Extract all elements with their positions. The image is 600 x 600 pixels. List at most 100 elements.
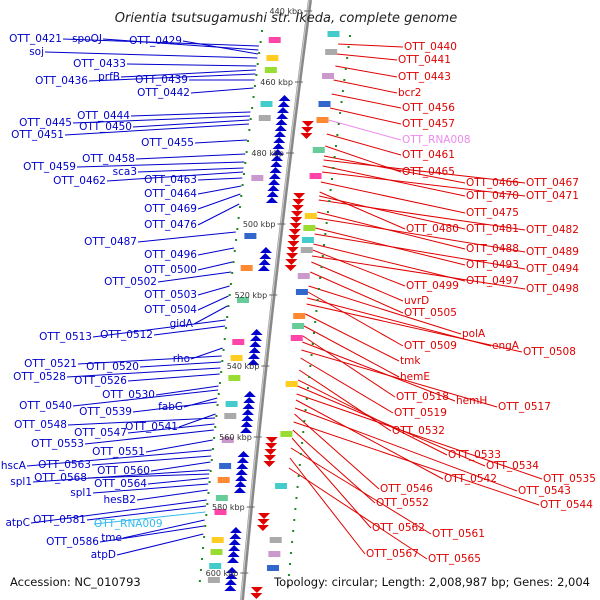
gene-label-right[interactable]: OTT_0543 [518,485,571,497]
gene-label-left[interactable]: OTT_0445 [19,117,72,129]
gene-label-left[interactable]: OTT_0463 [144,174,197,186]
gene-label-right[interactable]: OTT_0465 [402,166,455,178]
gene-label-left[interactable]: OTT_0462 [53,175,106,187]
gene-label-right[interactable]: OTT_0481 [466,223,519,235]
gene-label-right[interactable]: OTT_0562 [372,522,425,534]
gene-label-right[interactable]: OTT_0535 [543,473,596,485]
gene-label-left[interactable]: OTT_0521 [24,358,77,370]
gene-label-left[interactable]: gidA [170,318,194,330]
gene-label-left[interactable]: OTT_0433 [73,58,126,70]
gene-label-left[interactable]: OTT_0512 [100,329,153,341]
gene-label-left[interactable]: OTT_0551 [92,446,145,458]
gene-label-right[interactable]: OTT_0565 [428,553,481,565]
gene-label-left[interactable]: OTT_0581 [33,514,86,526]
gene-label-left[interactable]: OTT_0476 [144,219,197,231]
gene-label-left[interactable]: OTT_0528 [13,371,66,383]
gene-label-left[interactable]: spoOJ [72,33,102,45]
gene-label-left[interactable]: OTT_0504 [144,304,197,316]
gene-label-right[interactable]: OTT_0508 [523,346,576,358]
gene-label-left[interactable]: hesB2 [104,494,136,506]
gene-label-left[interactable]: OTT_0564 [94,478,147,490]
gene-label-left[interactable]: OTT_0586 [46,536,99,548]
gene-label-left[interactable]: OTT_0487 [84,236,137,248]
gene-label-left[interactable]: OTT_0526 [74,375,127,387]
gene-label-left[interactable]: OTT_0560 [97,465,150,477]
gene-label-right[interactable]: OTT_0440 [404,41,457,53]
gene-label-right[interactable]: OTT_0461 [402,149,455,161]
gene-label-left[interactable]: OTT_0455 [141,137,194,149]
gene-label-left[interactable]: OTT_0444 [77,110,130,122]
gene-label-right[interactable]: OTT_0518 [396,391,449,403]
gene-label-right[interactable]: OTT_0470 [466,190,519,202]
gene-label-right[interactable]: OTT_0489 [526,246,579,258]
gene-label-left[interactable]: OTT_0451 [11,129,64,141]
gene-label-left[interactable]: soj [29,46,44,58]
gene-label-right[interactable]: OTT_0494 [526,263,579,275]
gene-label-left[interactable]: tme [101,532,122,544]
gene-label-left[interactable]: spl1 [10,476,32,488]
gene-label-right[interactable]: OTT_0471 [526,190,579,202]
gene-label-right[interactable]: OTT_0466 [466,177,519,189]
gene-label-left[interactable]: sca3 [113,166,137,178]
gene-label-right[interactable]: OTT_0517 [498,401,551,413]
gene-label-right[interactable]: OTT_RNA008 [402,134,471,146]
gene-label-left[interactable]: OTT_0429 [129,35,182,47]
gene-label-right[interactable]: engA [492,340,520,352]
gene-label-left[interactable]: fabG [158,401,183,413]
gene-label-left[interactable]: OTT_0568 [34,472,87,484]
gene-label-left[interactable]: OTT_0459 [23,161,76,173]
gene-label-left[interactable]: spl1 [70,487,92,499]
gene-label-left[interactable]: OTT_0436 [35,75,88,87]
gene-label-left[interactable]: OTT_0439 [135,74,188,86]
gene-label-right[interactable]: tmk [400,355,421,367]
gene-label-right[interactable]: OTT_0509 [404,340,457,352]
gene-label-left[interactable]: OTT_0500 [144,264,197,276]
gene-label-left[interactable]: OTT_0450 [79,121,132,133]
gene-label-right[interactable]: polA [462,328,486,340]
gene-label-right[interactable]: bcr2 [398,87,421,99]
gene-label-right[interactable]: OTT_0499 [406,280,459,292]
gene-label-left[interactable]: OTT_0496 [144,249,197,261]
gene-label-left[interactable]: OTT_0464 [144,188,197,200]
gene-label-left[interactable]: prfB [98,71,120,83]
gene-label-right[interactable]: OTT_0567 [366,548,419,560]
gene-label-right[interactable]: OTT_0457 [402,118,455,130]
gene-label-left[interactable]: atpC [5,517,30,529]
gene-label-left[interactable]: OTT_0458 [82,153,135,165]
gene-label-right[interactable]: hemH [456,395,487,407]
gene-label-right[interactable]: OTT_0456 [402,102,455,114]
gene-label-right[interactable]: OTT_0552 [376,497,429,509]
gene-label-left[interactable]: OTT_0540 [19,400,72,412]
gene-label-right[interactable]: uvrD [404,295,429,307]
gene-label-right[interactable]: OTT_0482 [526,224,579,236]
gene-label-left[interactable]: OTT_0520 [86,361,139,373]
gene-label-left[interactable]: OTT_0503 [144,289,197,301]
gene-label-left[interactable]: OTT_0539 [79,406,132,418]
gene-label-left[interactable]: OTT_0513 [39,331,92,343]
gene-label-left[interactable]: OTT_0442 [137,87,190,99]
gene-label-left[interactable]: atpD [91,549,116,561]
gene-label-right[interactable]: OTT_0493 [466,259,519,271]
gene-label-right[interactable]: OTT_0441 [398,54,451,66]
gene-label-left[interactable]: rho [173,353,190,365]
gene-label-right[interactable]: OTT_0467 [526,177,579,189]
gene-label-right[interactable]: OTT_0534 [486,460,539,472]
gene-label-left[interactable]: OTT_0421 [9,33,62,45]
gene-label-right[interactable]: OTT_0488 [466,243,519,255]
gene-label-right[interactable]: OTT_0505 [404,307,457,319]
gene-label-right[interactable]: OTT_0542 [444,473,497,485]
gene-label-left[interactable]: OTT_0563 [38,459,91,471]
gene-label-left[interactable]: OTT_RNA009 [94,518,163,530]
gene-label-left[interactable]: OTT_0553 [31,438,84,450]
gene-label-left[interactable]: OTT_0530 [102,389,155,401]
gene-label-right[interactable]: OTT_0546 [380,483,433,495]
gene-label-left[interactable]: OTT_0469 [144,203,197,215]
gene-label-left[interactable]: OTT_0547 [74,427,127,439]
gene-label-right[interactable]: OTT_0533 [448,449,501,461]
gene-label-right[interactable]: OTT_0561 [432,528,485,540]
gene-label-right[interactable]: OTT_0475 [466,207,519,219]
gene-label-left[interactable]: OTT_0541 [125,421,178,433]
gene-label-left[interactable]: OTT_0548 [14,419,67,431]
gene-label-right[interactable]: OTT_0532 [392,425,445,437]
gene-label-right[interactable]: OTT_0497 [466,275,519,287]
